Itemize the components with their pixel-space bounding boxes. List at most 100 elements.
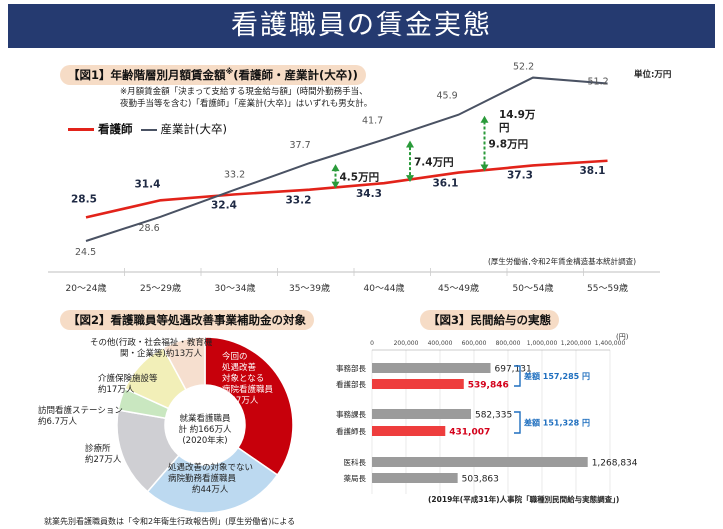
data-label-nurse-5: 36.1 (433, 178, 459, 190)
bar-category-label-0: 事務部長 (336, 363, 366, 373)
fig1-tag-sup: ※ (225, 67, 234, 77)
bar-category-label-5: 薬局長 (344, 473, 367, 483)
pie-slice-5 (162, 336, 206, 391)
fig1-note-line1: ※月額賃金額「決まって支給する現金給与額」(時間外勤務手当、 (120, 87, 368, 97)
gap-label-2: 9.8万円 (489, 139, 529, 151)
data-label-industry-0: 24.5 (75, 247, 96, 258)
bar-tick-label-4: 800,000 (496, 340, 521, 347)
gap-label-1: 7.4万円 (414, 156, 454, 168)
bar-category-label-1: 看護部長 (336, 379, 366, 389)
pie-target-l5: 約57万人 (222, 396, 259, 406)
bar-1 (372, 379, 464, 389)
fig2-footnote: 就業先別看護職員数は「令和2年衛生行政報告例」(厚生労働省)による (44, 517, 296, 526)
data-label-nurse-4: 34.3 (356, 188, 382, 200)
x-tick-label-4: 40〜44歳 (364, 282, 405, 294)
x-tick-label-7: 55〜59歳 (587, 282, 628, 294)
gap-label-3-line1: 14.9万 (499, 109, 536, 121)
x-tick-label-1: 25〜29歳 (140, 282, 181, 294)
bar-tick-label-6: 1,200,000 (561, 340, 592, 347)
pie-label-nontarget: 処遇改善の対象でない 病院勤務看護職員 約44万人 (168, 463, 253, 496)
gap-arrowhead-down-0 (331, 181, 340, 189)
data-label-industry-5: 45.9 (437, 91, 458, 102)
pie-label-other-2: 関・企業等)約13万人 (120, 349, 203, 359)
legend-industry-label: 産業計(大卒) (160, 122, 228, 136)
bar-category-label-4: 医科長 (344, 457, 367, 467)
fig1-note: ※月額賃金額「決まって支給する現金給与額」(時間外勤務手当、 夜勤手当等を含む)… (120, 86, 372, 110)
series-line-industry (85, 76, 608, 242)
fig1-note-line2: 夜勤手当等を含む)「看護師」「産業計(大卒)」はいずれも男女計。 (120, 99, 373, 109)
x-tick-label-6: 50〜54歳 (513, 282, 554, 294)
gap-arrowhead-up-0 (331, 164, 340, 172)
pie-slice-1 (146, 446, 279, 514)
bar-tick-label-2: 400,000 (428, 340, 453, 347)
pie-target-l4: 病院看護職員 (222, 385, 274, 395)
bar-value-label-1: 539,846 (468, 381, 509, 391)
pie-nontarget-l2: 病院勤務看護職員 (168, 474, 237, 484)
fig1-tag-suffix: (看護師・産業計(大卒)) (233, 68, 358, 82)
pie-nontarget-l3: 約44万人 (192, 485, 229, 495)
fig1-legend: 看護師 産業計(大卒) (68, 121, 227, 137)
bar-3 (372, 426, 446, 436)
bar-tick-label-1: 200,000 (394, 340, 419, 347)
bar-value-label-0: 697,131 (495, 365, 532, 375)
pie-label-clinic-1: 診療所 (85, 444, 111, 454)
pie-slice-0 (204, 336, 294, 477)
data-label-nurse-0: 28.5 (71, 193, 97, 205)
pie-target-l3: 対象となる (222, 374, 265, 384)
legend-nurse-label: 看護師 (98, 122, 133, 136)
data-label-industry-6: 52.2 (513, 62, 534, 73)
fig1-unit: 単位:万円 (634, 70, 672, 80)
x-tick-label-5: 45〜49歳 (438, 282, 479, 294)
gap-label-3-line2: 円 (499, 122, 510, 134)
data-label-nurse-6: 37.3 (507, 169, 533, 181)
pie-center-l1: 就業看護職員 (179, 414, 231, 424)
diff-label-1: 差額 151,328 円 (523, 418, 590, 428)
data-label-nurse-1: 31.4 (135, 178, 161, 190)
pie-center-l3: (2020年末) (182, 436, 228, 446)
fig1-tag: 【図1】年齢階層別月額賃金額※(看護師・産業計(大卒)) (60, 65, 366, 85)
x-tick-label-0: 20〜24歳 (66, 282, 107, 294)
gap-arrowhead-up-2 (480, 115, 489, 123)
data-label-industry-4: 41.7 (362, 116, 383, 127)
bar-tick-label-7: 1,400,000 (595, 340, 626, 347)
pie-target-l1: 今回の (222, 352, 248, 362)
page-title: 看護職員の賃金実態 (8, 4, 715, 48)
bar-category-label-3: 看護師長 (336, 426, 366, 436)
legend-industry-swatch (140, 128, 157, 131)
bar-category-label-2: 事務課長 (336, 409, 366, 419)
diff-label-0: 差額 157,285 円 (523, 371, 590, 381)
bar-4 (372, 457, 588, 467)
bar-tick-label-3: 600,000 (462, 340, 487, 347)
data-label-industry-7: 51.2 (588, 76, 609, 87)
data-label-nurse-2: 32.4 (211, 199, 237, 211)
pie-label-visit-2: 約6.7万人 (38, 417, 78, 427)
x-tick-label-3: 35〜39歳 (289, 282, 330, 294)
bar-unit-label: (円) (616, 333, 629, 341)
data-label-nurse-3: 33.2 (286, 195, 312, 207)
bar-2 (372, 409, 471, 419)
data-label-industry-3: 37.7 (290, 140, 311, 151)
pie-label-care-1: 介護保険施設等 (98, 374, 158, 384)
pie-nontarget-l1: 処遇改善の対象でない (168, 463, 254, 473)
pie-chart (116, 336, 294, 514)
bar-value-label-3: 431,007 (449, 428, 490, 438)
diff-bracket-0 (514, 365, 521, 387)
bar-5 (372, 473, 458, 483)
fig3-source: (2019年(平成31年)人事院「職種別民間給与実態調査」) (428, 495, 620, 504)
bar-tick-label-5: 1,000,000 (527, 340, 558, 347)
fig2-tag: 【図2】看護職員等処遇改善事業補助金の対象 (60, 310, 314, 330)
pie-label-visit-1: 訪問看護ステーション (38, 406, 123, 416)
gap-arrowhead-up-1 (406, 140, 414, 148)
fig1-source: (厚生労働省,令和2年賃金構造基本統計調査) (488, 257, 637, 266)
bar-value-label-4: 1,268,834 (592, 459, 638, 469)
bar-value-label-2: 582,335 (475, 411, 512, 421)
gap-arrowhead-down-2 (480, 164, 489, 172)
bar-value-label-5: 503,863 (462, 475, 499, 485)
data-label-nurse-7: 38.1 (580, 165, 606, 177)
data-label-industry-1: 28.6 (139, 223, 160, 234)
pie-label-clinic-2: 約27万人 (85, 455, 122, 465)
pie-target-l2: 処遇改善 (222, 363, 257, 373)
gap-arrowhead-down-1 (406, 175, 414, 183)
bar-0 (372, 363, 491, 373)
diff-bracket-1 (514, 411, 521, 434)
